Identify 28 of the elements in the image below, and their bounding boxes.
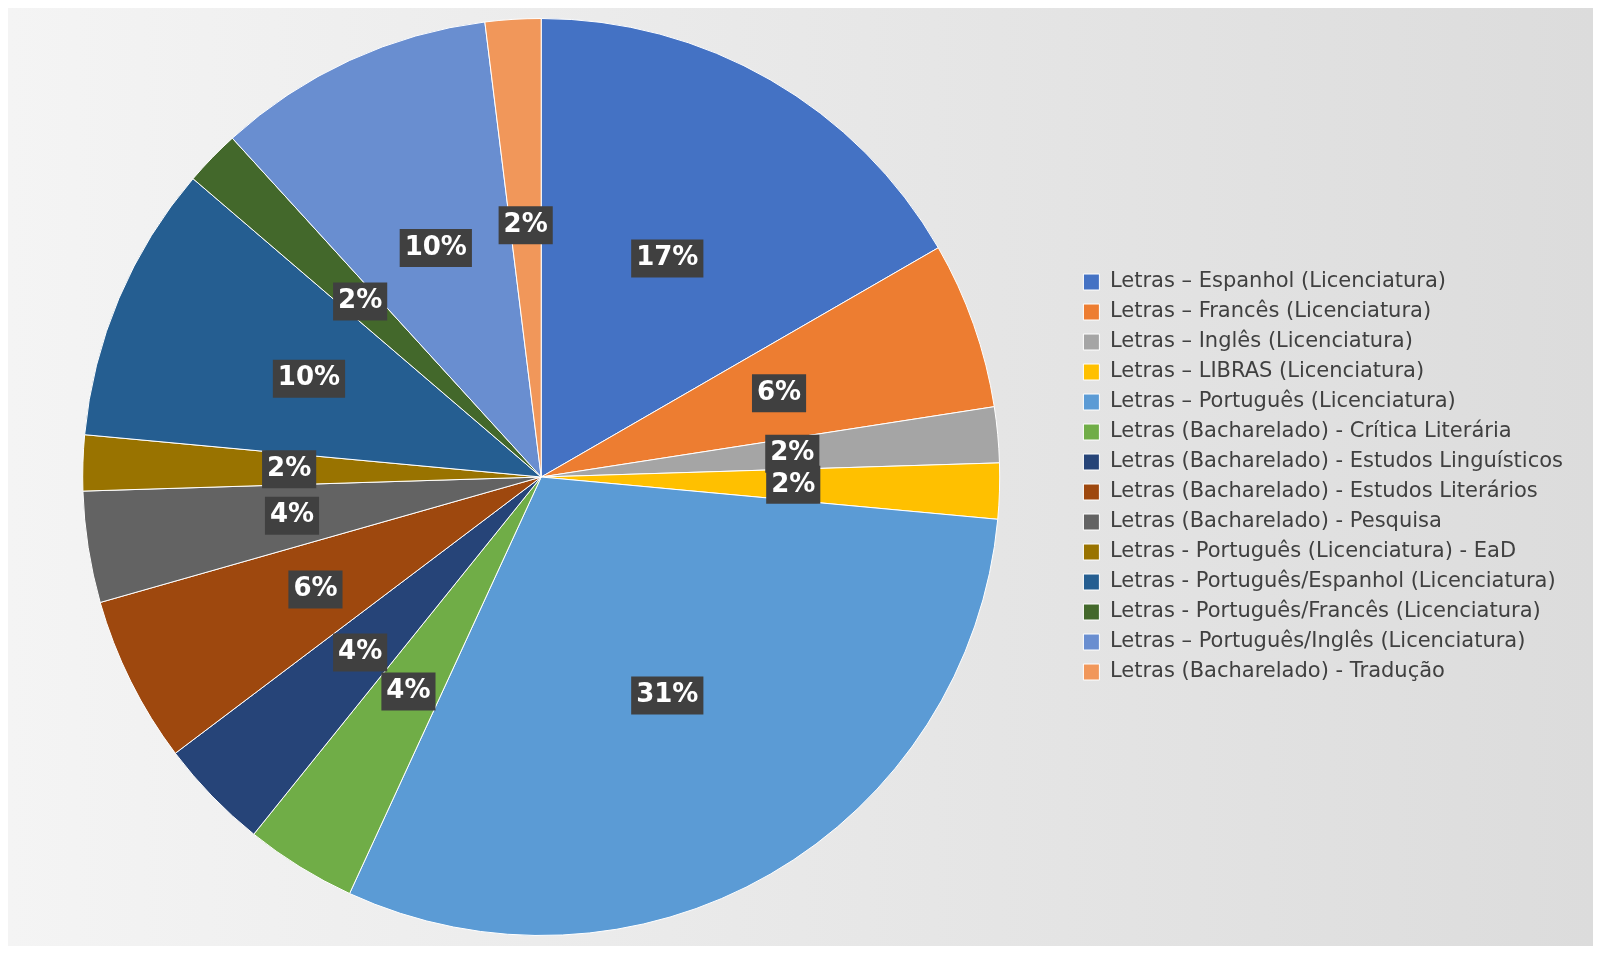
legend-label: Letras – Francês (Licenciatura) [1109, 298, 1432, 323]
data-label: 10% [404, 230, 467, 261]
data-label: 2% [503, 208, 548, 239]
legend-label: Letras - Português (Licenciatura) - EaD [1109, 538, 1517, 563]
legend-label: Letras (Bacharelado) - Crítica Literária [1109, 418, 1512, 443]
data-label: 2% [770, 436, 815, 467]
data-label: 2% [338, 284, 383, 315]
legend-label: Letras (Bacharelado) - Tradução [1109, 658, 1445, 683]
data-label: 10% [277, 361, 341, 392]
legend-label: Letras – LIBRAS (Licenciatura) [1109, 358, 1425, 383]
legend-label: Letras (Bacharelado) - Estudos Linguísticos [1109, 448, 1564, 473]
legend-label: Letras (Bacharelado) - Estudos Literários [1109, 478, 1538, 503]
data-label: 31% [636, 678, 699, 709]
data-label: 6% [293, 572, 338, 603]
legend-label: Letras – Inglês (Licenciatura) [1109, 328, 1413, 353]
data-label: 4% [386, 674, 431, 705]
legend-label: Letras – Espanhol (Licenciatura) [1109, 268, 1447, 293]
legend-label: Letras - Português/Francês (Licenciatura) [1109, 598, 1541, 623]
data-label: 4% [338, 635, 383, 666]
legend-label: Letras (Bacharelado) - Pesquisa [1109, 508, 1442, 533]
legend-label: Letras - Português/Espanhol (Licenciatura) [1109, 568, 1556, 593]
data-label: 17% [636, 241, 699, 272]
data-label: 2% [771, 467, 816, 498]
legend-label: Letras – Português (Licenciatura) [1109, 388, 1456, 413]
data-label: 6% [756, 375, 802, 406]
legend-label: Letras – Português/Inglês (Licenciatura) [1109, 628, 1526, 653]
data-label: 4% [269, 498, 315, 529]
data-label: 2% [267, 451, 312, 482]
